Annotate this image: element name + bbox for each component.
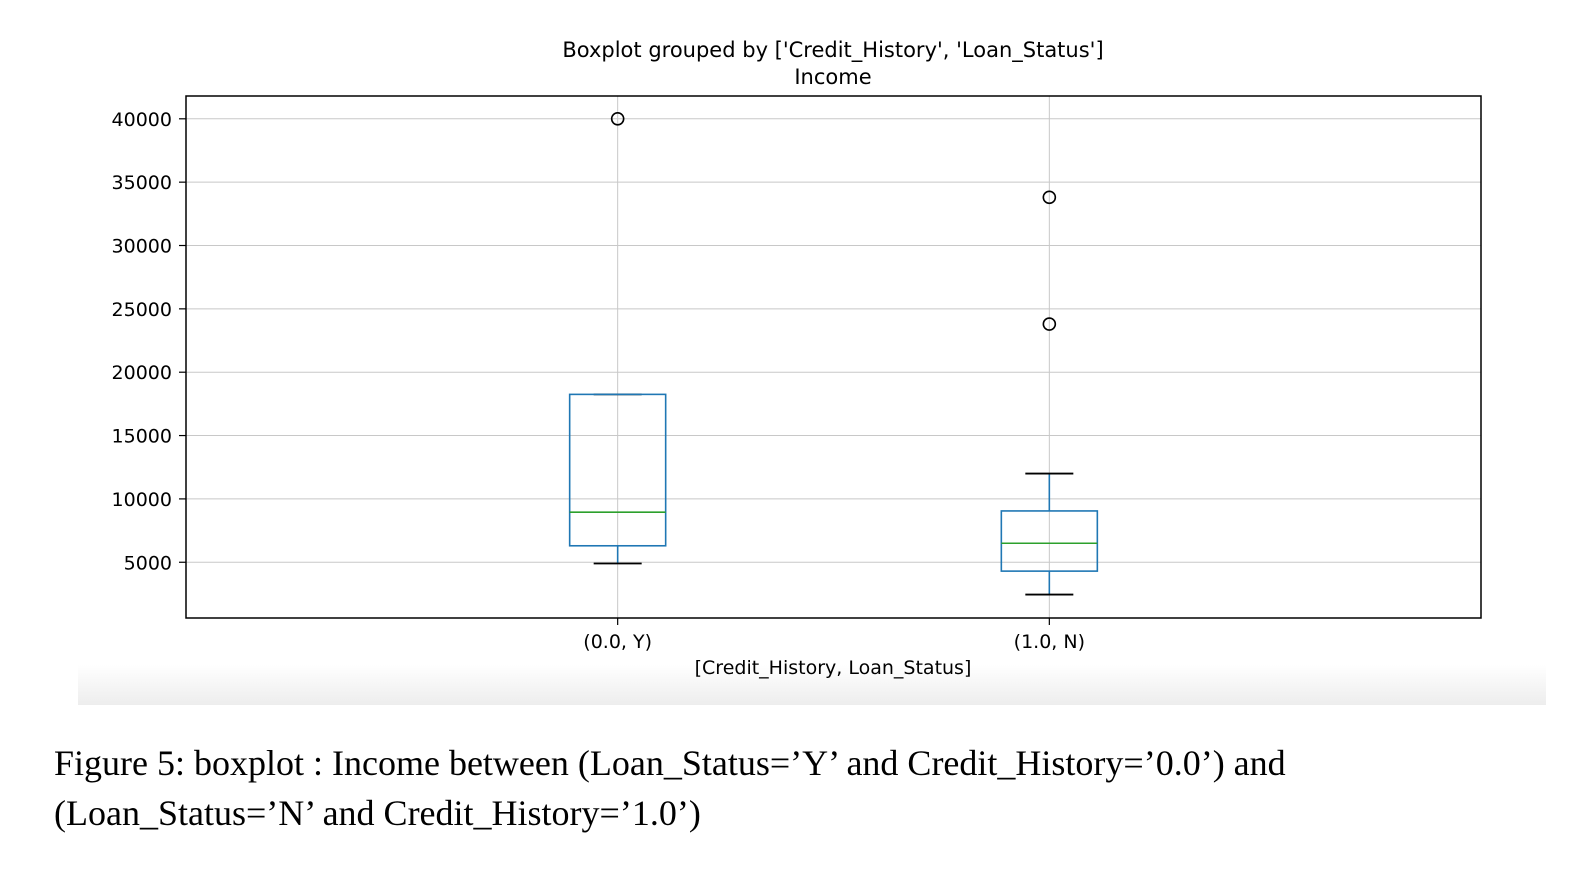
figure-caption: Figure 5: boxplot : Income between (Loan… xyxy=(54,738,1564,838)
iqr-box xyxy=(568,393,667,547)
box-layer xyxy=(568,112,1099,596)
outlier-point xyxy=(610,112,625,126)
caption-line-2: (Loan_Status=’N’ and Credit_History=’1.0… xyxy=(54,793,701,833)
chart-subtitle: Income xyxy=(794,65,871,89)
grid-layer xyxy=(186,96,1481,618)
caption-line-1: Figure 5: boxplot : Income between (Loan… xyxy=(54,743,1286,783)
y-tick-label: 20000 xyxy=(112,362,172,384)
outlier-point xyxy=(1042,317,1057,331)
y-tick-label: 40000 xyxy=(112,109,172,131)
x-tick-label: (1.0, N) xyxy=(1014,631,1085,653)
chart-area: Boxplot grouped by ['Credit_History', 'L… xyxy=(78,0,1546,705)
plot-frame xyxy=(185,95,1482,619)
iqr-box xyxy=(1000,510,1099,572)
axis-layer: 5000 10000 15000 20000 25000 30000 35000 40000 (… xyxy=(112,109,1085,653)
x-axis-label: [Credit_History, Loan_Status] xyxy=(695,657,972,679)
y-tick-label: 25000 xyxy=(112,299,172,321)
x-tick-label: (0.0, Y) xyxy=(583,631,652,653)
y-tick-label: 30000 xyxy=(112,236,172,258)
outlier-point xyxy=(1042,190,1057,205)
chart-title: Boxplot grouped by ['Credit_History', 'L… xyxy=(562,38,1103,63)
y-tick-label: 5000 xyxy=(124,552,172,574)
y-tick-label: 15000 xyxy=(112,426,172,448)
boxplot-chart: Boxplot grouped by ['Credit_History', 'L… xyxy=(112,38,1482,679)
y-tick-label: 10000 xyxy=(112,489,172,511)
y-tick-label: 35000 xyxy=(112,172,172,194)
